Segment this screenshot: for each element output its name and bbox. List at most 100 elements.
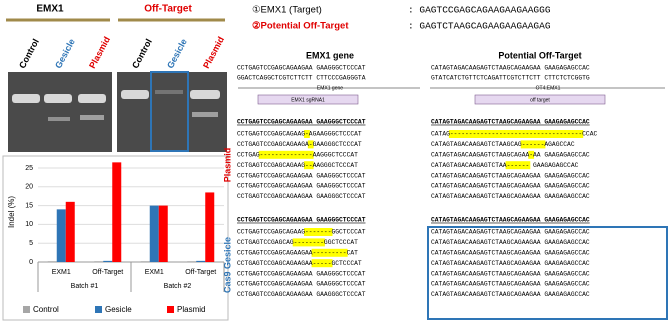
bar [65, 201, 75, 262]
sequence-line: CCTGAGTCCGAGCAGAAGAA GAAGGGCTCCCAT [237, 217, 366, 224]
y-tick-label: 20 [25, 184, 33, 191]
indel-highlight [311, 259, 333, 268]
sequence-line: CATAGTAGACAAGAGTCTAAGCAGAAGAA GAAGAGAGCC… [431, 183, 590, 190]
guide-box [474, 94, 606, 105]
group-label: Batch #2 [164, 283, 192, 290]
y-tick-label: 15 [25, 202, 33, 209]
indel-highlight [528, 150, 535, 159]
indel-highlight [304, 228, 333, 236]
bar [196, 260, 206, 262]
gel-image [8, 72, 112, 152]
column-title: Potential Off-Target [498, 50, 581, 60]
lane-label: Gesicle [53, 37, 77, 70]
bar [103, 260, 113, 262]
sequence-line: CATAGTAGACAAGAGTCTAAGCAGAAGAA GAAGAGAGCC… [431, 239, 590, 246]
sequence-line: CCTGAGTCCGAGCAGAAGAA GAAGGGCTCCCAT [237, 183, 366, 190]
target-sequence: : GAGTCCGAGCAGAAGAAGAAGGG [408, 5, 551, 16]
group-label: Batch #1 [71, 283, 99, 290]
sequence-line: CATAGTAGACAAGAGTCTAAGCAGAAGAA GAAGAGAGCC… [431, 65, 590, 72]
column-title: EMX1 gene [306, 50, 354, 60]
legend-label: Control [33, 305, 59, 314]
gel-bands [12, 90, 220, 121]
indel-highlight [292, 238, 325, 247]
highlight-box [150, 71, 189, 152]
guide-label: off target [530, 97, 550, 103]
bar [140, 261, 150, 262]
bar [47, 261, 57, 262]
block-label: Plasmid [222, 148, 232, 183]
legend-label: Gesicle [105, 305, 132, 314]
legend-swatch [23, 306, 30, 313]
sequence-line: CATAGTAGACAAGAGTCTAAGCAGAAGAA GAAGAGAGCC… [431, 172, 590, 179]
sequence-line: CCTGAGTCCGAGCAGAAGA-GAAGGGCTCCCAT [237, 141, 362, 148]
sequence-line: CATAGTAGACAAGAGTCTAAGCAG------AGAGCCAC [431, 141, 575, 148]
sequence-line: GGACTCAGGCTCGTCTTCTT CTTCCCGAGGGTA [237, 75, 366, 82]
bar [187, 261, 197, 262]
lane-label: Control [17, 37, 41, 70]
guide-label: EMX1 sgRNA1 [291, 97, 325, 103]
sequence-line: GTATCATCTGTTCTCAGATTCGTCTTCTT CTTCTCTCGG… [431, 75, 590, 82]
x-tick-label: EXM1 [145, 269, 164, 276]
lane-label: Control [130, 37, 154, 70]
indel-highlight [304, 161, 314, 170]
indel-highlight [311, 248, 348, 257]
y-tick-label: 0 [29, 259, 33, 266]
chart-frame [2, 155, 229, 321]
sequence-line: CCTGAGTCCGAGCAG--------GGCTCCCAT [237, 239, 358, 246]
sequence-line: CCTGAGTCCGAGCAGAAGAA GAAGGGCTCCCAT [237, 119, 366, 126]
sequence-line: CCTGAGTCCGAGCAGAAG-AGAAGGGCTCCCAT [237, 131, 362, 138]
y-tick-label: 25 [25, 165, 33, 172]
gel-group-label: Off-Target [144, 4, 192, 15]
sequence-line: CCTGAGTCCGAGCAGAAGAA GAAGGGCTCCCAT [237, 291, 366, 298]
sequence-line: CATAGTAGACAAGAGTCTAAGCAGAAGAA GAAGAGAGCC… [431, 260, 590, 267]
legend-label: Plasmid [177, 305, 205, 314]
indel-highlight [307, 140, 314, 149]
x-tick-label: Off-Target [185, 269, 216, 276]
sequence-line: CATAGTAGACAAGAGTCTAAGCAGAAGAA GAAGAGAGCC… [431, 193, 590, 200]
gene-label: OT4:EMX1 [536, 85, 561, 91]
sequence-line: CATAGTAGACAAGAGTCTAAGCAGAAGAA GAAGAGAGCC… [431, 119, 590, 126]
gene-label: EMX1 gene [317, 85, 343, 91]
sequence-line: CATAGTAGACAAGAGTCTAAGCAGAAGAA GAAGAGAGCC… [431, 270, 590, 277]
bar [56, 209, 66, 262]
sequence-line: CATAG-----------------------------------… [431, 131, 597, 138]
bar [112, 162, 122, 262]
bar [158, 205, 168, 262]
sequence-line: CCTGAGTCCGAGCAGAAGAA GAAGGGCTCCCAT [237, 65, 366, 72]
lane-label: Plasmid [201, 35, 226, 70]
x-tick-label: EXM1 [52, 269, 71, 276]
lane-label: Gesicle [165, 37, 189, 70]
sequence-line: CATAGTAGACAAGAGTCTAAGCAGAAGAA GAAGAGAGCC… [431, 249, 590, 256]
sequence-line: CCTGAGTCCGAGCAGAAGAA GAAGGGCTCCCAT [237, 281, 366, 288]
sequence-line: CCTGAGTCCGAGCAGAAGAA GAAGGGCTCCCAT [237, 270, 366, 277]
sequence-line: CCTGAGTCCGAGCAGAAGAA-----GCTCCCAT [237, 260, 362, 267]
indel-highlight [448, 130, 584, 138]
sequence-line: CATAGTAGACAAGAGTCTAAGCAGAAGAA GAAGAGAGCC… [431, 291, 590, 298]
guide-box [257, 94, 359, 105]
sequence-line: CATAGTAGACAAGAGTCTAAGCAGAAGAA GAAGAGAGCC… [431, 217, 590, 224]
sequence-line: CCTGAGTCCGAGCAGAAGAA GAAGGGCTCCCAT [237, 193, 366, 200]
sequence-line: CATAGTAGACAAGAGTCTAA------ GAAGAGAGCCAC [431, 162, 579, 169]
sequence-line: CCTGAGTCCGAGCAGAAG--AAGGGCTCCCAT [237, 162, 358, 169]
sequence-line: CATAGTAGACAAGAGTCTAAGCAGAAGAA GAAGAGAGCC… [431, 281, 590, 288]
target-label: ①EMX1 (Target) [252, 5, 322, 16]
bar [149, 205, 159, 262]
sequence-line: CCTGAGTCCGAGCAGAAGAA---------CAT [237, 249, 358, 256]
y-tick-label: 5 [29, 240, 33, 247]
lane-label: Plasmid [87, 35, 112, 70]
sequence-line: CATAGTAGACAAGAGTCTAAGCAGAAGAA GAAGAGAGCC… [431, 229, 590, 236]
indel-highlight [505, 161, 531, 170]
bar [94, 261, 104, 262]
indel-highlight [304, 130, 310, 138]
offtarget-label: ②Potential Off-Target [252, 21, 349, 32]
sequence-line: CCTGAG--------------AAGGGCTCCCAT [237, 151, 358, 158]
sequence-line: CATAGTAGACAAGAGTCTAAGCAGAA-AA GAAGAGAGCC… [431, 151, 590, 158]
x-tick-label: Off-Target [92, 269, 123, 276]
highlight-box [427, 226, 668, 320]
gel-group-label: EMX1 [36, 4, 64, 15]
legend-swatch [95, 306, 102, 313]
indel-highlight [258, 150, 314, 159]
sequence-line: CCTGAGTCCGAGCAGAAGAA GAAGGGCTCCCAT [237, 172, 366, 179]
indel-highlight [520, 140, 546, 149]
